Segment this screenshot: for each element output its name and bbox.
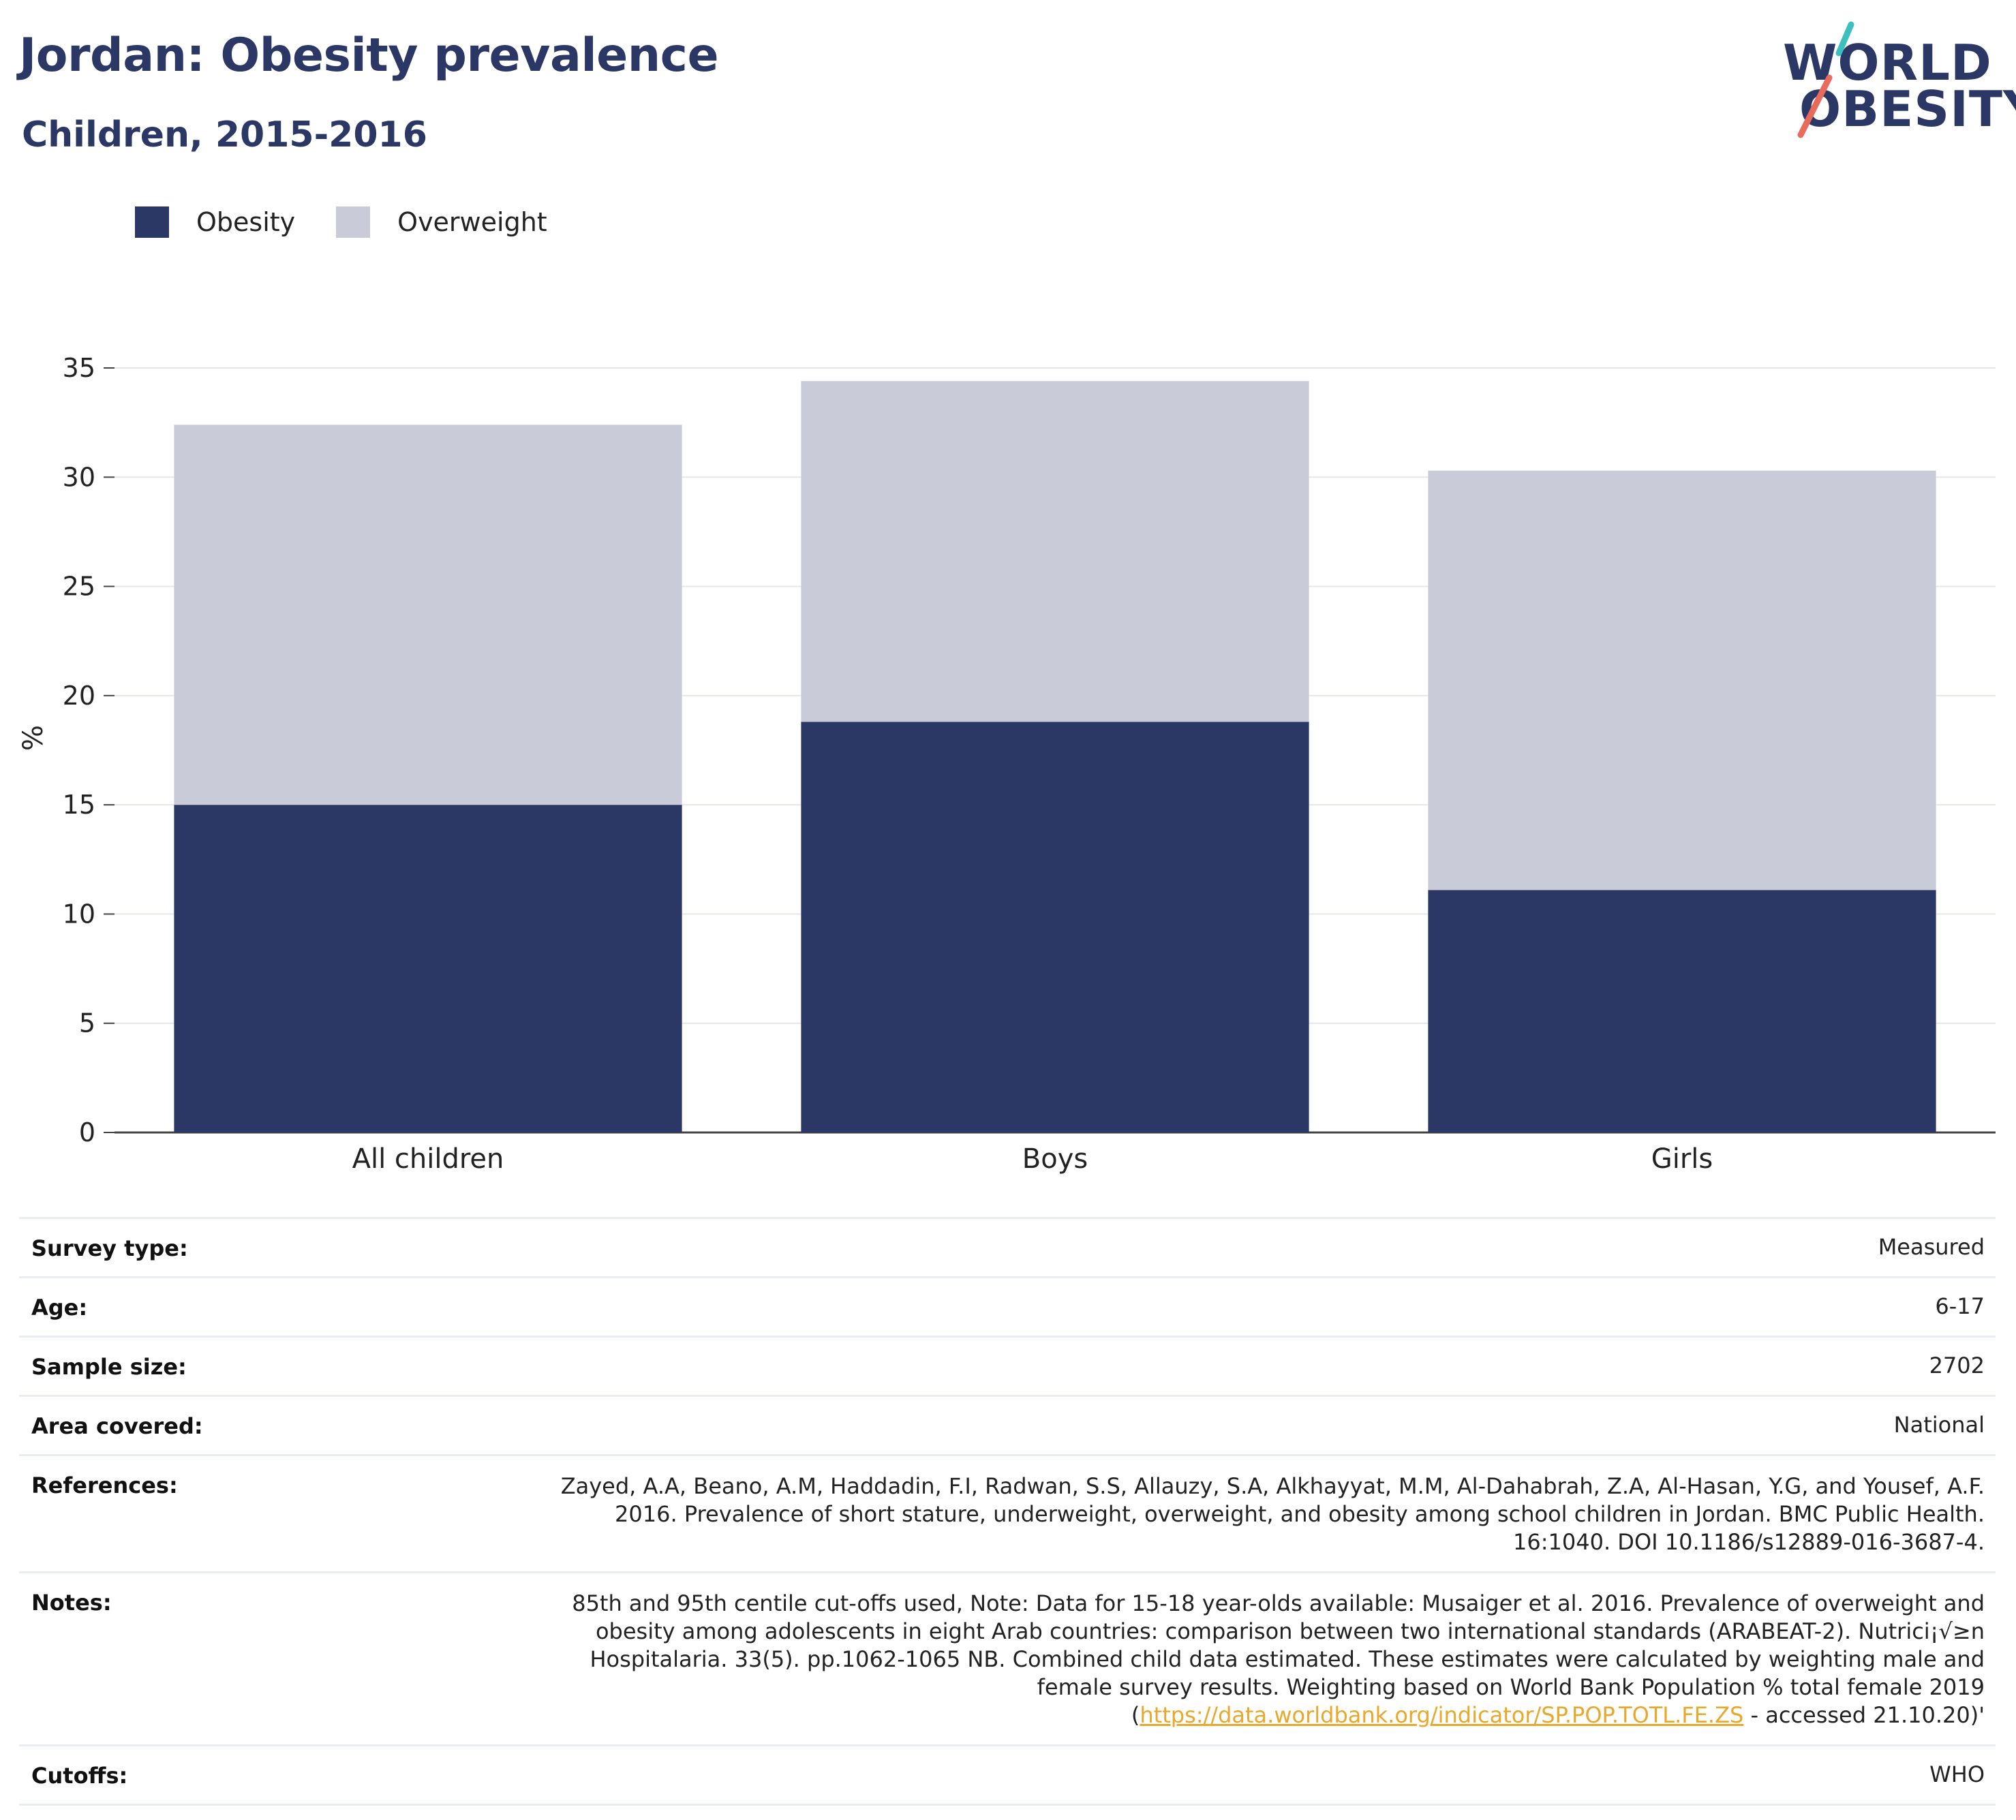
y-tick-label: 25 — [63, 572, 95, 602]
y-tick-label: 30 — [63, 462, 95, 492]
info-value: 2702 — [1929, 1353, 1985, 1378]
info-label: Notes: — [31, 1590, 112, 1616]
x-category-label: All children — [352, 1143, 504, 1175]
legend-item-obesity[interactable]: Obesity — [135, 206, 295, 238]
y-tick-label: 0 — [79, 1117, 95, 1147]
info-row-age: Age: 6-17 — [19, 1276, 1996, 1336]
info-value: Measured — [1878, 1234, 1985, 1260]
y-tick-label: 10 — [63, 899, 95, 929]
info-row-cutoffs: Cutoffs: WHO — [19, 1744, 1996, 1806]
info-label: Cutoffs: — [31, 1763, 128, 1789]
info-value-notes: 85th and 95th centile cut-offs used, Not… — [553, 1590, 1985, 1729]
logo-line-1: WORLD — [1783, 34, 1992, 91]
logo-slash-icon — [1797, 21, 1854, 138]
chart-title: Jordan: Obesity prevalence — [19, 29, 719, 82]
logo-line-2: OBESITY — [1799, 80, 2016, 138]
x-category-label: Girls — [1651, 1143, 1713, 1175]
legend-label-obesity: Obesity — [196, 207, 296, 237]
legend-label-overweight: Overweight — [397, 207, 547, 237]
bar-overweight-all-children[interactable] — [174, 425, 682, 805]
info-row-notes: Notes: 85th and 95th centile cut-offs us… — [19, 1571, 1996, 1744]
legend-swatch-obesity — [135, 206, 169, 238]
y-tick-label: 15 — [63, 790, 95, 820]
y-tick-label: 35 — [63, 353, 95, 383]
info-label: Sample size: — [31, 1354, 187, 1380]
info-label: References: — [31, 1472, 178, 1498]
legend-swatch-overweight — [336, 206, 371, 238]
notes-text-end: - accessed 21.10.20)' — [1743, 1702, 1985, 1728]
info-label: Survey type: — [31, 1235, 188, 1261]
info-row-sample-size: Sample size: 2702 — [19, 1336, 1996, 1395]
bar-obesity-boys[interactable] — [801, 722, 1309, 1132]
chart-subtitle: Children, 2015-2016 — [22, 114, 427, 155]
y-tick-label: 20 — [63, 681, 95, 711]
bar-obesity-girls[interactable] — [1428, 890, 1936, 1132]
legend-item-overweight[interactable]: Overweight — [336, 206, 547, 238]
info-row-references: References: Zayed, A.A, Beano, A.M, Hadd… — [19, 1454, 1996, 1571]
world-obesity-logo: WORLD OBESITY — [1772, 20, 2016, 143]
bar-overweight-girls[interactable] — [1428, 470, 1936, 891]
stacked-bar-chart: 0 5 10 15 20 25 30 35 All children Boys Girls % — [18, 353, 1996, 1175]
survey-info-table: Survey type: Measured Age: 6-17 Sample s… — [19, 1217, 1996, 1806]
y-axis-label: % — [18, 725, 49, 751]
info-label: Age: — [31, 1295, 88, 1321]
info-value: National — [1893, 1412, 1985, 1438]
info-value: WHO — [1929, 1761, 1985, 1787]
info-value: 6-17 — [1935, 1293, 1985, 1319]
info-label: Area covered: — [31, 1413, 203, 1439]
notes-text: 85th and 95th centile cut-offs used, Not… — [572, 1590, 1985, 1728]
bar-obesity-all-children[interactable] — [174, 805, 682, 1132]
info-row-area-covered: Area covered: National — [19, 1395, 1996, 1454]
y-tick-label: 5 — [79, 1008, 95, 1038]
info-value-references: Zayed, A.A, Beano, A.M, Haddadin, F.I, R… — [560, 1473, 1985, 1555]
x-category-label: Boys — [1022, 1143, 1088, 1175]
info-row-survey-type: Survey type: Measured — [19, 1217, 1996, 1276]
chart-legend: Obesity Overweight — [135, 203, 588, 241]
bar-overweight-boys[interactable] — [801, 381, 1309, 722]
worldbank-link[interactable]: https://data.worldbank.org/indicator/SP.… — [1140, 1702, 1744, 1728]
